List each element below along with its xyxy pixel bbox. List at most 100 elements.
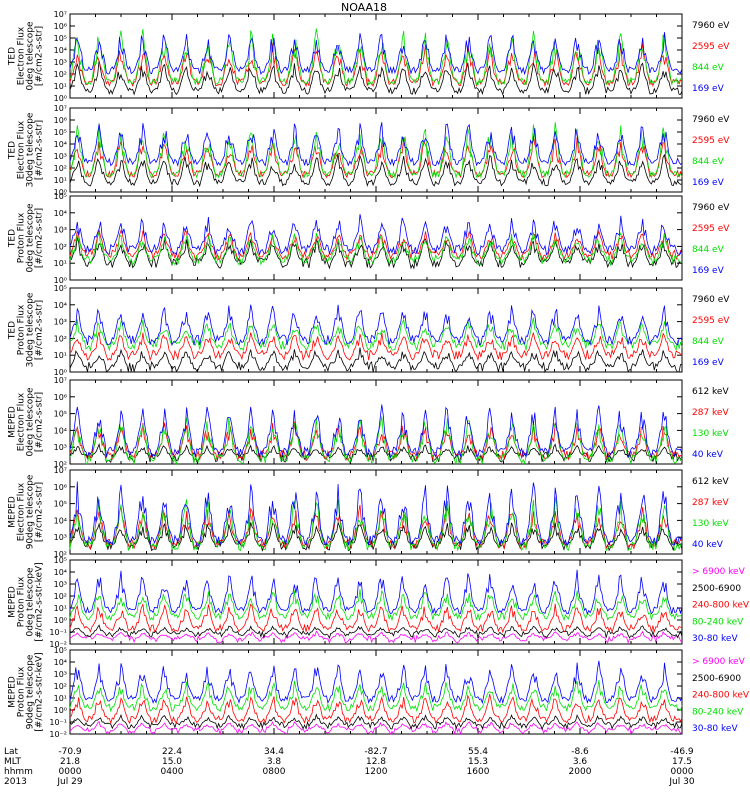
y-tick-label: 10³ bbox=[54, 152, 67, 161]
panel-3: 10⁰ 10¹ 10² 10³ 10⁴ 10⁵ TEDProton Flux0deg tel… bbox=[8, 192, 731, 285]
ylabel-line: MEPED bbox=[8, 496, 18, 528]
y-tick-label: 10³ bbox=[54, 533, 67, 542]
y-tick-label: 10⁻¹ bbox=[49, 718, 67, 727]
y-tick-label: 10³ bbox=[54, 58, 67, 67]
ylabel-line: MEPED bbox=[8, 676, 18, 708]
ylabel-line: [#/cm2-s-str-keV] bbox=[35, 652, 45, 731]
ylabel-line: [#/cm2-s-str] bbox=[35, 482, 45, 542]
panel-ylabel: MEPEDProton Flux90deg telescope[#/cm2-s-… bbox=[8, 652, 45, 731]
footer-row-label: 2013 bbox=[4, 777, 27, 787]
y-tick-label: 10³ bbox=[54, 226, 67, 235]
series-line bbox=[69, 28, 683, 86]
series-line bbox=[69, 304, 683, 347]
series-line bbox=[69, 569, 683, 616]
footer-cell-hhmm: 0800 bbox=[263, 767, 286, 777]
y-tick-label: 10⁷ bbox=[54, 10, 67, 19]
y-tick-label: 10² bbox=[54, 592, 67, 601]
legend-entry: 844 eV bbox=[692, 337, 725, 347]
series-line bbox=[69, 32, 683, 76]
ylabel-line: 90deg telescope bbox=[26, 474, 36, 549]
panel-6: 10² 10³ 10⁴ 10⁵ 10⁶ 10⁷ MEPEDElectron Flux90de… bbox=[8, 466, 730, 559]
y-tick-label: 10⁶ bbox=[54, 116, 67, 125]
series-line bbox=[69, 60, 683, 96]
y-tick-label: 10¹ bbox=[54, 176, 67, 185]
panel-frame bbox=[69, 287, 683, 373]
y-tick-label: 10⁶ bbox=[54, 22, 67, 31]
ylabel-line: [#/cm2-s-str-keV] bbox=[35, 562, 45, 641]
y-tick-label: 10⁴ bbox=[54, 301, 67, 310]
legend-entry: 169 eV bbox=[692, 178, 725, 188]
y-tick-label: 10⁷ bbox=[54, 466, 67, 475]
series-line bbox=[69, 153, 683, 188]
y-tick-label: 10⁵ bbox=[54, 500, 67, 509]
y-tick-label: 10⁻² bbox=[49, 730, 67, 739]
panel-ylabel: MEPEDElectron Flux90deg telescope[#/cm2-… bbox=[8, 474, 45, 549]
series-line bbox=[69, 481, 683, 547]
series-line bbox=[69, 603, 683, 634]
series-line bbox=[69, 404, 683, 459]
legend-entry: 80-240 keV bbox=[692, 617, 744, 627]
series-line bbox=[69, 214, 683, 257]
legend-entry: 7960 eV bbox=[692, 203, 730, 213]
y-tick-label: 10² bbox=[54, 242, 67, 251]
series-line bbox=[69, 347, 683, 374]
ylabel-line: 90deg telescope bbox=[26, 654, 36, 729]
series-line bbox=[69, 694, 683, 725]
legend-entry: > 6900 keV bbox=[692, 657, 746, 667]
ylabel-line: Proton Flux bbox=[17, 666, 27, 717]
ylabel-line: [#/cm2-s-str] bbox=[35, 26, 45, 86]
y-tick-label: 10⁻² bbox=[49, 640, 67, 649]
footer-cell-mlt: 15.0 bbox=[162, 757, 182, 767]
series-line bbox=[69, 496, 683, 552]
legend-entry: 2595 eV bbox=[692, 224, 730, 234]
panel-frame bbox=[69, 107, 683, 193]
y-tick-label: 10³ bbox=[54, 443, 67, 452]
y-tick-label: 10⁵ bbox=[54, 192, 67, 201]
y-tick-label: 10⁴ bbox=[54, 568, 67, 577]
legend-entry: 240-800 keV bbox=[692, 601, 750, 611]
y-tick-label: 10¹ bbox=[54, 351, 67, 360]
series-line bbox=[69, 442, 683, 464]
legend-entry: 30-80 keV bbox=[692, 724, 738, 734]
y-tick-label: 10⁴ bbox=[54, 426, 67, 435]
ylabel-line: Electron Flux bbox=[17, 120, 27, 179]
ylabel-line: Electron Flux bbox=[17, 392, 27, 451]
y-tick-label: 10³ bbox=[54, 580, 67, 589]
panel-ylabel: MEPEDProton Flux0deg telescope[#/cm2-s-s… bbox=[8, 562, 45, 641]
panel-ylabel: TEDElectron Flux30deg telescope[#/cm2-s-… bbox=[8, 112, 45, 187]
legend-entry: 844 eV bbox=[692, 157, 725, 167]
panel-4: 10⁰ 10¹ 10² 10³ 10⁴ 10⁵ TEDProton Flux30deg te… bbox=[8, 284, 731, 377]
series-line bbox=[69, 630, 683, 644]
panel-ylabel: TEDProton Flux0deg telescope[#/cm2-s-str… bbox=[8, 203, 45, 273]
y-tick-label: 10⁵ bbox=[54, 284, 67, 293]
panel-frame bbox=[69, 379, 683, 465]
y-tick-label: 10⁴ bbox=[54, 516, 67, 525]
y-tick-label: 10⁻¹ bbox=[49, 628, 67, 637]
series-line bbox=[69, 237, 683, 270]
series-line bbox=[69, 122, 683, 167]
legend-entry: 30-80 keV bbox=[692, 634, 738, 644]
footer-cell-hhmm: 1600 bbox=[467, 767, 490, 777]
footer-cell-mlt: 3.6 bbox=[573, 757, 588, 767]
ylabel-line: [#/cm2-s-str] bbox=[35, 120, 45, 180]
series-line bbox=[69, 680, 683, 713]
footer-cell-mlt: 15.3 bbox=[468, 757, 488, 767]
footer-row-label: Lat bbox=[4, 747, 19, 757]
y-tick-label: 10⁰ bbox=[54, 616, 67, 625]
panel-ylabel: TEDProton Flux30deg telescope[#/cm2-s-st… bbox=[8, 292, 45, 367]
ylabel-line: 0deg telescope bbox=[26, 21, 36, 91]
ylabel-line: 30deg telescope bbox=[26, 112, 36, 187]
ylabel-line: Proton Flux bbox=[17, 304, 27, 355]
figure-title: NOAA18 bbox=[341, 1, 387, 14]
panel-ylabel: MEPEDElectron Flux0deg telescope[#/cm2-s… bbox=[8, 387, 45, 457]
ylabel-line: TED bbox=[8, 47, 18, 66]
y-tick-label: 10¹ bbox=[54, 259, 67, 268]
ylabel-line: Proton Flux bbox=[17, 212, 27, 263]
ylabel-line: Proton Flux bbox=[17, 576, 27, 627]
y-tick-label: 10² bbox=[54, 550, 67, 559]
y-tick-label: 10² bbox=[54, 164, 67, 173]
series-line bbox=[69, 331, 683, 362]
legend-entry: 130 keV bbox=[692, 519, 729, 529]
footer-cell-hhmm: 0000 bbox=[59, 767, 82, 777]
